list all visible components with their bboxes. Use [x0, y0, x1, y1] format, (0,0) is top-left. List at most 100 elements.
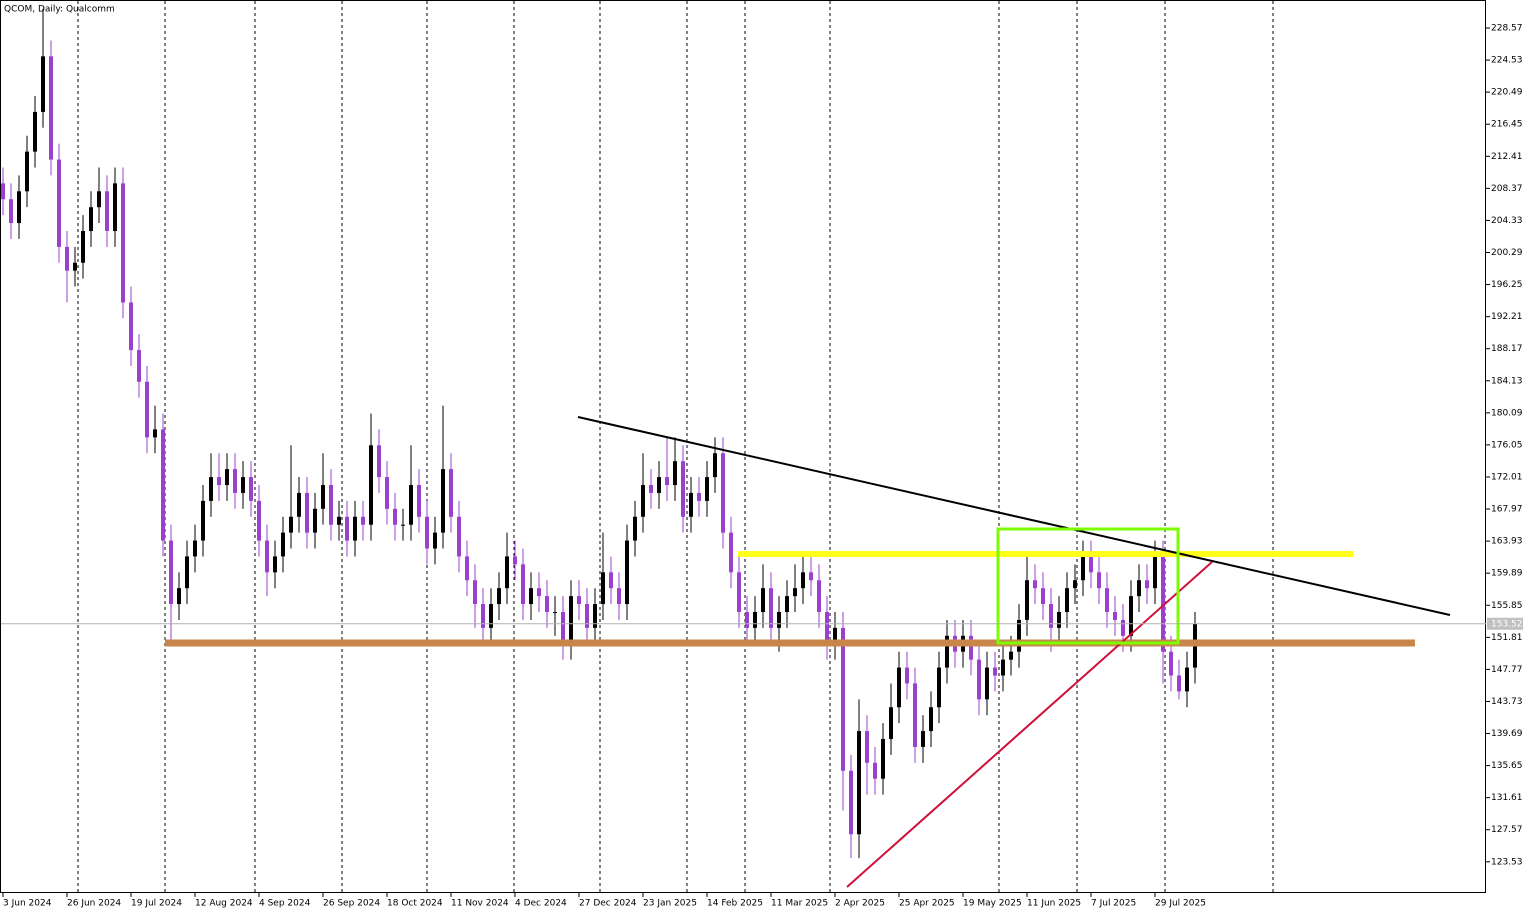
- candle-body: [817, 580, 821, 613]
- candle-body: [313, 508, 317, 533]
- period-separators: [77, 1, 1274, 892]
- candle-body: [577, 596, 581, 605]
- candle-body: [481, 604, 485, 628]
- candle-body: [113, 183, 117, 231]
- x-tick-label: 4 Sep 2024: [259, 899, 311, 909]
- candle-body: [145, 381, 149, 438]
- candle-body: [1073, 580, 1077, 589]
- x-tick-label: 26 Jun 2024: [67, 899, 121, 909]
- x-tick-label: 19 May 2025: [963, 899, 1022, 909]
- candle-body: [649, 484, 653, 493]
- candle-body: [225, 469, 229, 485]
- candle-body: [937, 667, 941, 708]
- candle-body: [433, 532, 437, 549]
- candle-body: [201, 500, 205, 541]
- candle-body: [881, 739, 885, 779]
- y-tick-label: 139.69: [1491, 729, 1523, 739]
- candle-body: [161, 429, 165, 541]
- candle-body: [865, 731, 869, 763]
- candle-body: [553, 612, 557, 614]
- candle-body: [625, 540, 629, 605]
- candle-body: [721, 453, 725, 533]
- candle-body: [921, 731, 925, 747]
- candle-body: [257, 500, 261, 541]
- y-tick-label: 192.21: [1491, 312, 1523, 322]
- candle-body: [689, 492, 693, 517]
- candle-body: [537, 588, 541, 597]
- candle-body: [705, 477, 709, 501]
- candle-body: [833, 627, 837, 644]
- last-price-box: [1487, 617, 1523, 630]
- candle-body: [513, 556, 517, 565]
- y-tick-label: 131.61: [1491, 793, 1523, 803]
- candle-body: [681, 461, 685, 517]
- candle-body: [329, 484, 333, 525]
- candle-body: [73, 262, 77, 271]
- candle-body: [281, 532, 285, 557]
- x-tick-label: 26 Sep 2024: [323, 899, 380, 909]
- y-tick-label: 220.49: [1491, 88, 1523, 98]
- candle-body: [609, 572, 613, 589]
- candle-body: [25, 151, 29, 192]
- candle-body: [617, 588, 621, 605]
- candle-body: [265, 540, 269, 573]
- candle-body: [1121, 619, 1125, 636]
- candle-body: [425, 516, 429, 549]
- candle-body: [977, 659, 981, 700]
- candle-body: [985, 667, 989, 700]
- y-tick-label: 159.89: [1491, 569, 1523, 579]
- candle-body: [17, 191, 21, 224]
- x-tick-label: 14 Feb 2025: [707, 899, 763, 909]
- candle-body: [561, 612, 565, 644]
- candle-body: [473, 580, 477, 605]
- y-tick-label: 216.45: [1491, 120, 1523, 130]
- y-tick-label: 127.57: [1491, 825, 1523, 835]
- candle-body: [33, 111, 37, 152]
- candle-body: [489, 604, 493, 628]
- candle-body: [1177, 675, 1181, 692]
- candle-body: [105, 191, 109, 231]
- candle-body: [49, 56, 53, 160]
- candle-body: [1161, 556, 1165, 652]
- candle-body: [569, 596, 573, 644]
- candle-body: [713, 453, 717, 478]
- candle-body: [369, 445, 373, 525]
- candle-body: [1185, 667, 1189, 692]
- plot-frame: [0, 0, 1486, 893]
- highlight-box: [996, 527, 1180, 645]
- y-tick-label: 228.57: [1491, 24, 1523, 34]
- candle-body: [97, 191, 101, 208]
- drawings: [165, 416, 1451, 888]
- candle-body: [449, 469, 453, 517]
- candle-body: [521, 564, 525, 605]
- candle-body: [753, 612, 757, 628]
- candle-body: [1137, 580, 1141, 597]
- candle-body: [945, 635, 949, 668]
- candle-body: [825, 612, 829, 644]
- y-tick-label: 196.25: [1491, 280, 1523, 290]
- candle-body: [1081, 556, 1085, 581]
- candle-body: [1145, 580, 1149, 589]
- candle-body: [1049, 604, 1053, 628]
- candle-body: [769, 588, 773, 628]
- y-tick-label: 155.85: [1491, 601, 1523, 611]
- x-tick-label: 3 Jun 2024: [3, 899, 52, 909]
- candle-body: [505, 556, 509, 589]
- candle-body: [873, 762, 877, 779]
- y-tick-label: 184.13: [1491, 376, 1523, 386]
- x-tick-label: 11 Nov 2024: [451, 899, 509, 909]
- candle-body: [65, 246, 69, 271]
- y-tick-label: 172.01: [1491, 472, 1523, 482]
- y-tick-label: 151.81: [1491, 633, 1523, 643]
- candle-body: [1129, 596, 1133, 636]
- candle-body: [153, 429, 157, 438]
- candle-body: [1089, 556, 1093, 573]
- last-price-label: 153.52: [1491, 619, 1523, 629]
- candle-body: [849, 770, 853, 835]
- candle-body: [761, 588, 765, 613]
- x-tick-label: 2 Apr 2025: [835, 899, 885, 909]
- candle-body: [1025, 580, 1029, 620]
- candle-body: [297, 492, 301, 517]
- candle-body: [1057, 612, 1061, 628]
